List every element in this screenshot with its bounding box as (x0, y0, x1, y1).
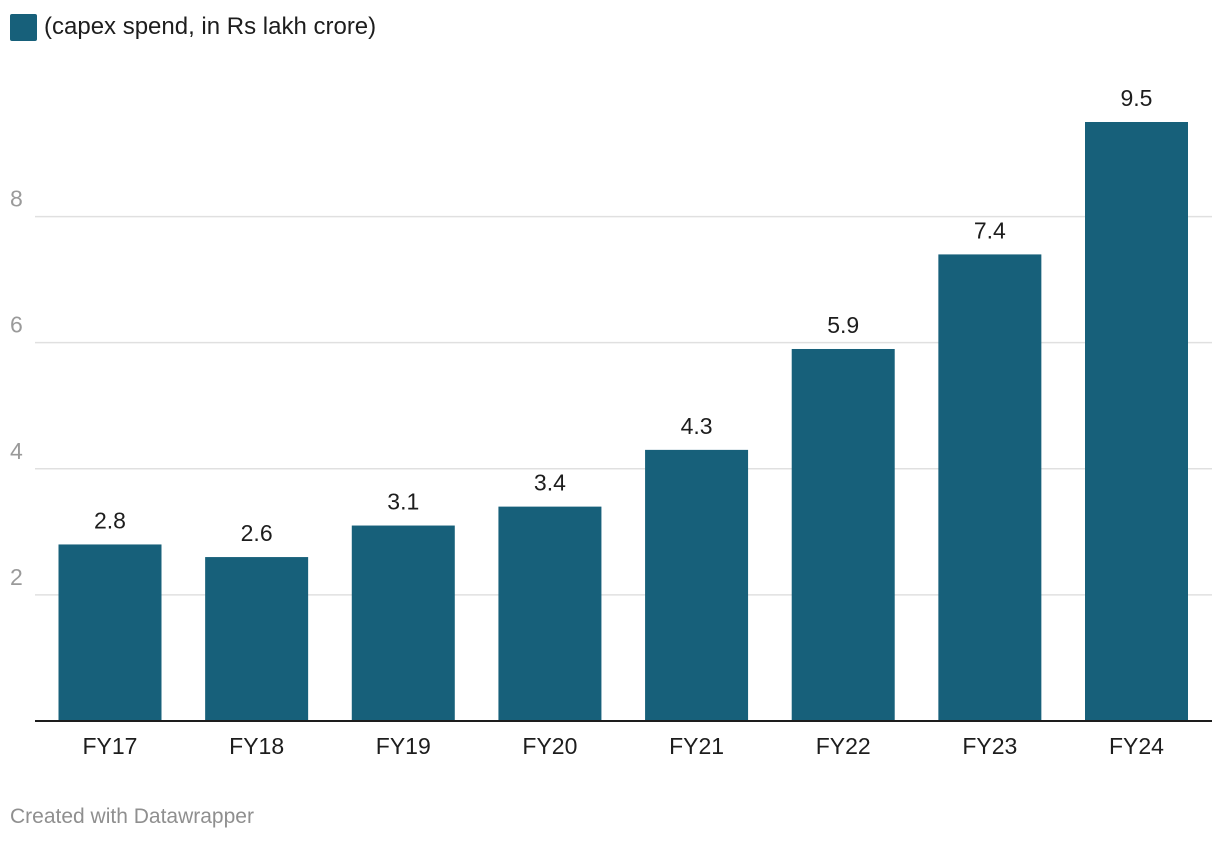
value-label: 3.1 (387, 489, 419, 515)
y-tick-label: 6 (10, 312, 23, 338)
x-tick-label: FY19 (376, 733, 431, 759)
legend-swatch (10, 13, 37, 41)
bar (498, 506, 602, 721)
bar (1085, 122, 1188, 721)
x-tick-label: FY20 (522, 733, 577, 759)
bar (205, 557, 309, 721)
legend: (capex spend, in Rs lakh crore) (10, 12, 376, 42)
value-label: 9.5 (1121, 85, 1153, 111)
value-label: 4.3 (681, 413, 713, 439)
y-tick-label: 4 (10, 438, 23, 464)
y-tick-label: 2 (10, 564, 23, 590)
y-tick-label: 8 (10, 186, 23, 212)
bar (351, 525, 455, 721)
value-label: 3.4 (534, 470, 566, 496)
value-label: 2.8 (94, 507, 126, 533)
x-tick-label: FY18 (229, 733, 284, 759)
bar (645, 449, 749, 721)
x-tick-label: FY21 (669, 733, 724, 759)
footer-credit: Created with Datawrapper (10, 805, 254, 828)
bar (58, 544, 162, 721)
value-label: 2.6 (241, 520, 273, 546)
x-tick-label: FY17 (83, 733, 138, 759)
bar (938, 254, 1042, 721)
value-label: 7.4 (974, 217, 1006, 243)
x-tick-label: FY22 (816, 733, 871, 759)
x-tick-label: FY23 (962, 733, 1017, 759)
legend-label: (capex spend, in Rs lakh crore) (44, 13, 377, 40)
x-tick-label: FY24 (1109, 733, 1164, 759)
bar (791, 348, 895, 721)
value-label: 5.9 (827, 312, 859, 338)
